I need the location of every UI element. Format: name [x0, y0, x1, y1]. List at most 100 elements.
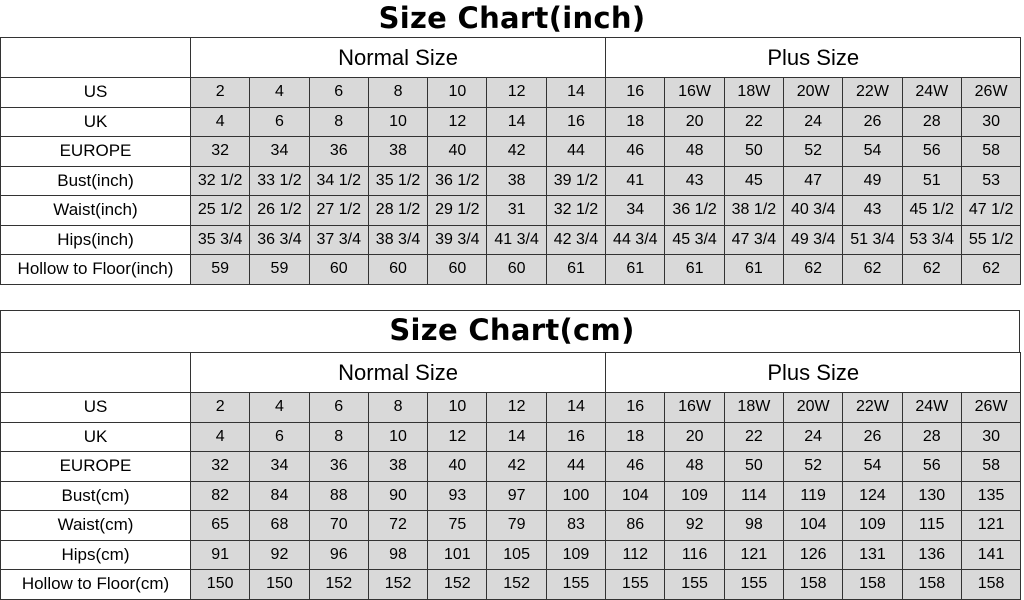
- size-value-cell: 20W: [783, 77, 844, 108]
- size-value-cell: 16: [545, 421, 607, 452]
- size-value-cell: 50: [723, 136, 785, 167]
- size-value-cell: 24W: [901, 77, 962, 108]
- size-value-cell: 56: [901, 451, 962, 482]
- size-value-cell: 4: [249, 77, 310, 108]
- size-value-cell: 32 1/2: [189, 165, 251, 196]
- size-value-cell: 97: [486, 480, 547, 511]
- size-value-cell: 55 1/2: [960, 224, 1022, 255]
- size-value-cell: 44: [545, 451, 607, 482]
- size-value-cell: 10: [367, 106, 429, 137]
- size-value-cell: 83: [545, 510, 607, 541]
- table-row: EUROPE 32 34 36 38 40 42 44 46 48 50 52 54 56 58: [0, 451, 1022, 482]
- row-label: Waist(inch): [0, 195, 191, 226]
- size-value-cell: 30: [960, 421, 1022, 452]
- row-label: UK: [0, 106, 191, 137]
- size-value-cell: 60: [308, 254, 369, 285]
- size-value-cell: 46: [605, 136, 666, 167]
- size-value-cell: 86: [605, 510, 666, 541]
- size-value-cell: 131: [842, 539, 903, 570]
- size-value-cell: 8: [367, 392, 429, 423]
- size-value-cell: 28 1/2: [367, 195, 429, 226]
- size-value-cell: 158: [783, 569, 844, 600]
- size-value-cell: 26: [842, 421, 903, 452]
- size-value-cell: 112: [605, 539, 666, 570]
- size-value-cell: 26 1/2: [249, 195, 310, 226]
- size-value-cell: 60: [486, 254, 547, 285]
- row-label: US: [0, 392, 191, 423]
- size-value-cell: 16W: [664, 392, 725, 423]
- table-row: Waist(cm) 65 68 70 72 75 79 83 86 92 98 104 109 115 12…: [0, 510, 1022, 541]
- size-value-cell: 72: [367, 510, 429, 541]
- size-value-cell: 92: [249, 539, 310, 570]
- row-label: Hollow to Floor(inch): [0, 254, 191, 285]
- size-value-cell: 48: [664, 451, 725, 482]
- size-value-cell: 40: [427, 451, 488, 482]
- size-value-cell: 24: [783, 421, 844, 452]
- table-row: Hollow to Floor(cm) 150 150 152 152 152 152 155…: [0, 569, 1022, 600]
- size-value-cell: 32: [189, 136, 251, 167]
- table-row: Waist(inch) 25 1/2 26 1/2 27 1/2 28 1/2 29 1/…: [0, 195, 1022, 226]
- size-value-cell: 24: [783, 106, 844, 137]
- size-value-cell: 109: [545, 539, 607, 570]
- size-value-cell: 62: [901, 254, 962, 285]
- size-value-cell: 36 3/4: [249, 224, 310, 255]
- group-header-row: Normal Size Plus Size: [0, 352, 1022, 393]
- size-value-cell: 41 3/4: [486, 224, 547, 255]
- size-value-cell: 115: [901, 510, 962, 541]
- size-value-cell: 155: [545, 569, 607, 600]
- size-value-cell: 38: [367, 451, 429, 482]
- size-value-cell: 46: [605, 451, 666, 482]
- row-label: EUROPE: [0, 136, 191, 167]
- size-value-cell: 41: [605, 165, 666, 196]
- size-value-cell: 39 1/2: [545, 165, 607, 196]
- size-value-cell: 141: [960, 539, 1022, 570]
- size-value-cell: 2: [189, 77, 251, 108]
- size-value-cell: 10: [427, 77, 488, 108]
- row-label: Bust(inch): [0, 165, 191, 196]
- size-value-cell: 54: [842, 451, 903, 482]
- size-value-cell: 39 3/4: [427, 224, 488, 255]
- size-value-cell: 28: [901, 106, 962, 137]
- normal-size-header: Normal Size: [189, 37, 607, 78]
- size-value-cell: 109: [842, 510, 903, 541]
- size-value-cell: 8: [308, 106, 369, 137]
- size-value-cell: 59: [249, 254, 310, 285]
- size-value-cell: 10: [367, 421, 429, 452]
- size-value-cell: 28: [901, 421, 962, 452]
- size-value-cell: 16W: [664, 77, 725, 108]
- size-value-cell: 62: [783, 254, 844, 285]
- cm-chart-title: Size Chart(cm): [389, 313, 635, 347]
- size-value-cell: 82: [189, 480, 251, 511]
- size-value-cell: 29 1/2: [427, 195, 488, 226]
- row-label: Hips(cm): [0, 539, 191, 570]
- size-value-cell: 38 1/2: [723, 195, 785, 226]
- size-value-cell: 61: [545, 254, 607, 285]
- size-value-cell: 25 1/2: [189, 195, 251, 226]
- size-value-cell: 16: [605, 77, 666, 108]
- size-value-cell: 43: [664, 165, 725, 196]
- size-value-cell: 90: [367, 480, 429, 511]
- row-label: Waist(cm): [0, 510, 191, 541]
- size-value-cell: 14: [545, 392, 607, 423]
- row-label: Hips(inch): [0, 224, 191, 255]
- size-value-cell: 70: [308, 510, 369, 541]
- size-value-cell: 61: [605, 254, 666, 285]
- size-value-cell: 44 3/4: [605, 224, 666, 255]
- size-value-cell: 58: [960, 136, 1022, 167]
- size-value-cell: 22: [723, 106, 785, 137]
- row-label: Hollow to Floor(cm): [0, 569, 191, 600]
- size-value-cell: 50: [723, 451, 785, 482]
- size-value-cell: 33 1/2: [249, 165, 310, 196]
- size-value-cell: 12: [427, 421, 488, 452]
- size-value-cell: 40: [427, 136, 488, 167]
- size-value-cell: 68: [249, 510, 310, 541]
- size-value-cell: 62: [842, 254, 903, 285]
- size-value-cell: 155: [605, 569, 666, 600]
- size-value-cell: 124: [842, 480, 903, 511]
- inch-chart-title: Size Chart(inch): [378, 1, 646, 35]
- size-value-cell: 51: [901, 165, 962, 196]
- table-row: US 2 4 6 8 10 12 14 16 16W 18W 20W 22W 24W 26W: [0, 392, 1022, 423]
- size-value-cell: 152: [367, 569, 429, 600]
- size-value-cell: 105: [486, 539, 547, 570]
- cm-title-box: [0, 310, 1020, 353]
